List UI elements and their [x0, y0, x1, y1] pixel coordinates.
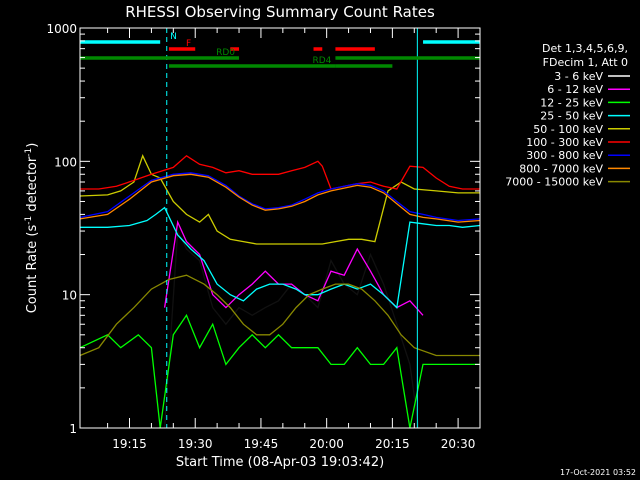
- x-tick-label-2: 19:45: [244, 437, 279, 451]
- y-axis-label: Count Rate (s-1 detector-1): [24, 143, 40, 314]
- legend-header-line-2: FDecim 1, Att 0: [543, 56, 628, 69]
- series-line-2: [79, 313, 480, 429]
- y-axis: 1 10 100 1000: [46, 22, 480, 436]
- chart-title: RHESSI Observing Summary Count Rates: [125, 3, 435, 21]
- series-line-4: [79, 154, 480, 245]
- x-axis-label: Start Time (08-Apr-03 19:03:42): [176, 455, 384, 470]
- series-line-1: [163, 219, 424, 316]
- legend-label-800-7000-kev: 800 - 7000 keV: [519, 162, 603, 175]
- series-line-0: [163, 228, 420, 429]
- x-tick-label-4: 20:15: [375, 437, 410, 451]
- flag-f-label: F: [186, 39, 191, 49]
- y-tick-label-2: 100: [54, 155, 77, 169]
- series-line-3: [80, 206, 481, 309]
- legend-label-3-6-kev: 3 - 6 keV: [554, 70, 603, 83]
- y-axis-label-exp-2: -1: [24, 148, 34, 157]
- series-line-7: [79, 173, 481, 223]
- legend: Det 1,3,4,5,6,9, FDecim 1, Att 0 3 - 6 k…: [505, 42, 630, 189]
- footer-timestamp: 17-Oct-2021 03:52: [560, 468, 636, 477]
- y-axis-label-text-3: ): [25, 143, 40, 148]
- x-tick-label-1: 19:30: [178, 437, 213, 451]
- x-axis: 19:15 19:30 19:45 20:00 20:15 20:30: [107, 28, 481, 451]
- series-line-6: [79, 172, 481, 222]
- series-line-5: [80, 154, 480, 190]
- x-tick-label-5: 20:30: [441, 437, 476, 451]
- y-axis-label-text-1: Count Rate (s: [25, 225, 40, 314]
- y-tick-label-0: 1: [69, 422, 77, 436]
- flag-rd0-label: RD0: [216, 48, 235, 58]
- legend-label-300-800-kev: 300 - 800 keV: [526, 149, 603, 162]
- legend-label-6-12-kev: 6 - 12 keV: [547, 83, 603, 96]
- legend-label-100-300-kev: 100 - 300 keV: [526, 136, 603, 149]
- y-axis-label-text-2: detector: [25, 156, 40, 216]
- y-axis-label-exp-1: -1: [24, 216, 34, 225]
- flag-n-label: N: [170, 32, 177, 42]
- flag-rd4-label: RD4: [312, 56, 331, 66]
- x-tick-label-3: 20:00: [309, 437, 344, 451]
- plot-frame: [79, 27, 481, 429]
- series-line-8: [79, 274, 480, 357]
- legend-label-25-50-kev: 25 - 50 keV: [540, 110, 603, 123]
- legend-header-line-1: Det 1,3,4,5,6,9,: [542, 42, 628, 55]
- x-tick-label-0: 19:15: [112, 437, 147, 451]
- y-tick-label-1: 10: [62, 289, 77, 303]
- legend-label-7000-15000-kev: 7000 - 15000 keV: [505, 176, 603, 189]
- legend-label-12-25-kev: 12 - 25 keV: [540, 96, 603, 109]
- legend-label-50-100-kev: 50 - 100 keV: [533, 123, 603, 136]
- y-tick-label-3: 1000: [46, 22, 77, 36]
